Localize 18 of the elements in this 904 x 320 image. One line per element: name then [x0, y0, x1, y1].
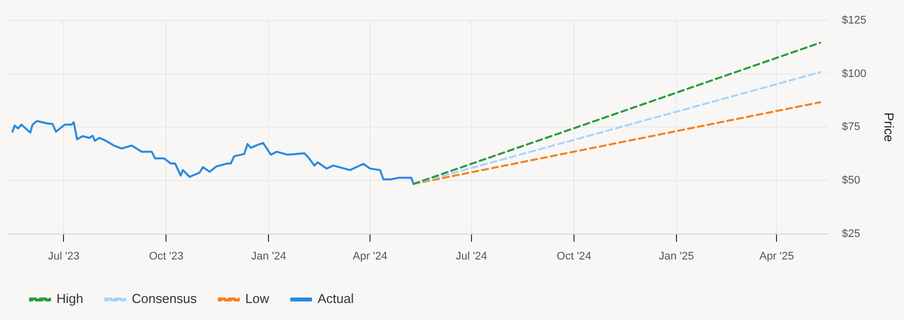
y-tick-label: $125	[842, 14, 866, 27]
y-tick-label: $50	[842, 174, 860, 187]
x-tick-label: Jul '24	[456, 250, 488, 262]
x-tick-label: Jul '23	[48, 250, 80, 262]
y-tick-label: $25	[842, 228, 860, 240]
x-tick-label: Apr '25	[759, 250, 794, 262]
x-tick-label: Oct '23	[148, 250, 184, 262]
x-tick-label: Jan '25	[658, 250, 694, 262]
x-tick-label: Apr '24	[352, 250, 388, 262]
legend-label: High	[56, 291, 84, 306]
y-tick-label: $75	[842, 121, 860, 134]
x-tick-label: Jan '24	[251, 250, 286, 262]
x-tick-label: Oct '24	[556, 250, 592, 262]
legend-label: Low	[245, 291, 270, 306]
y-tick-label: $100	[842, 68, 866, 80]
y-axis-title: Price	[882, 112, 897, 142]
legend-label: Consensus	[132, 291, 198, 306]
legend-label: Actual	[318, 291, 354, 306]
